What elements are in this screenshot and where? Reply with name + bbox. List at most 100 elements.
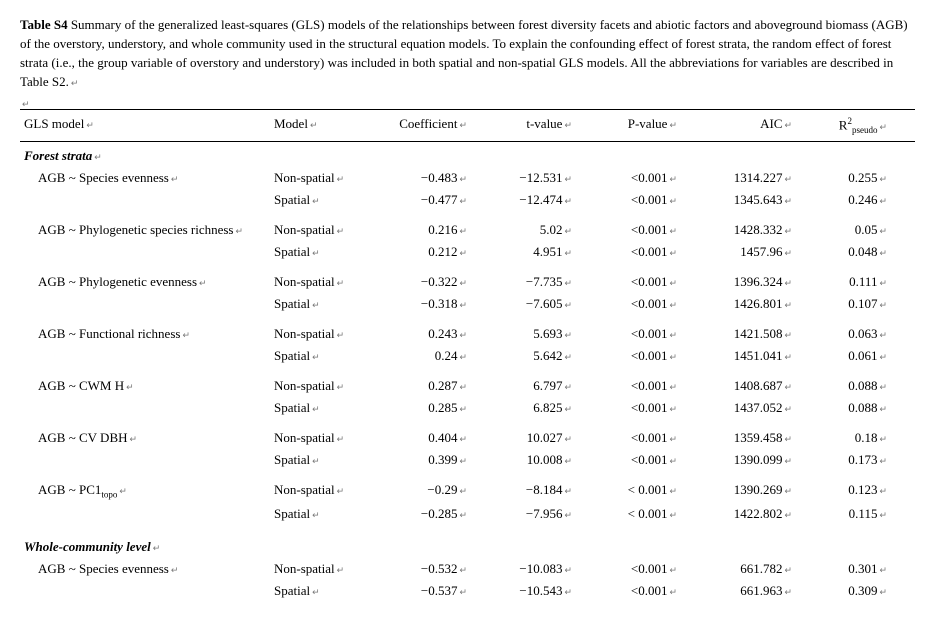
row-label: AGB ~ CWM H bbox=[20, 375, 270, 397]
section-header: Whole-community level bbox=[20, 533, 915, 558]
cell-p: <0.001 bbox=[600, 375, 705, 397]
cell-t: −7.605 bbox=[495, 293, 600, 315]
cell-model: Non-spatial bbox=[270, 167, 390, 189]
cell-coef: 0.216 bbox=[390, 219, 495, 241]
cell-aic: 1408.687 bbox=[705, 375, 810, 397]
cell-aic: 1457.96 bbox=[705, 241, 810, 263]
cell-r2: 0.048 bbox=[810, 241, 915, 263]
row-gap bbox=[20, 315, 915, 323]
cell-r2: 0.115 bbox=[810, 503, 915, 525]
cell-r2: 0.18 bbox=[810, 427, 915, 449]
cell-aic: 1390.269 bbox=[705, 479, 810, 503]
cell-p: <0.001 bbox=[600, 345, 705, 367]
cell-r2: 0.063 bbox=[810, 323, 915, 345]
cell-t: 5.693 bbox=[495, 323, 600, 345]
cell-r2: 0.309 bbox=[810, 580, 915, 602]
cell-model: Spatial bbox=[270, 293, 390, 315]
cell-coef: −0.537 bbox=[390, 580, 495, 602]
h-gls: GLS model bbox=[20, 110, 270, 142]
cell-coef: 0.24 bbox=[390, 345, 495, 367]
table-row: Spatial−0.537−10.543<0.001661.9630.309 bbox=[20, 580, 915, 602]
table-row: Spatial0.245.642<0.0011451.0410.061 bbox=[20, 345, 915, 367]
cell-coef: 0.243 bbox=[390, 323, 495, 345]
h-p: P-value bbox=[600, 110, 705, 142]
table-row: AGB ~ Phylogenetic evennessNon-spatial−0… bbox=[20, 271, 915, 293]
cell-r2: 0.088 bbox=[810, 375, 915, 397]
cell-coef: −0.477 bbox=[390, 189, 495, 211]
cell-aic: 661.782 bbox=[705, 558, 810, 580]
cell-aic: 661.963 bbox=[705, 580, 810, 602]
table-row: AGB ~ Species evennessNon-spatial−0.532−… bbox=[20, 558, 915, 580]
table-row: Spatial−0.318−7.605<0.0011426.8010.107 bbox=[20, 293, 915, 315]
cell-coef: 0.212 bbox=[390, 241, 495, 263]
cell-t: −8.184 bbox=[495, 479, 600, 503]
row-label: AGB ~ PC1topo bbox=[20, 479, 270, 503]
cell-aic: 1451.041 bbox=[705, 345, 810, 367]
row-label: AGB ~ Phylogenetic species richness bbox=[20, 219, 270, 241]
cell-aic: 1396.324 bbox=[705, 271, 810, 293]
table-row: Spatial−0.477−12.474<0.0011345.6430.246 bbox=[20, 189, 915, 211]
cell-t: 5.02 bbox=[495, 219, 600, 241]
cell-model: Non-spatial bbox=[270, 219, 390, 241]
cell-model: Non-spatial bbox=[270, 427, 390, 449]
cell-r2: 0.246 bbox=[810, 189, 915, 211]
section-header: Forest strata bbox=[20, 142, 915, 168]
row-gap bbox=[20, 211, 915, 219]
table-row: AGB ~ Functional richnessNon-spatial0.24… bbox=[20, 323, 915, 345]
table-row: AGB ~ CWM HNon-spatial0.2876.797<0.00114… bbox=[20, 375, 915, 397]
h-model: Model bbox=[270, 110, 390, 142]
cell-coef: −0.318 bbox=[390, 293, 495, 315]
cell-aic: 1390.099 bbox=[705, 449, 810, 471]
cell-r2: 0.255 bbox=[810, 167, 915, 189]
cell-model: Non-spatial bbox=[270, 271, 390, 293]
cell-p: <0.001 bbox=[600, 558, 705, 580]
cell-coef: 0.399 bbox=[390, 449, 495, 471]
cell-t: −12.474 bbox=[495, 189, 600, 211]
h-aic: AIC bbox=[705, 110, 810, 142]
cell-coef: 0.404 bbox=[390, 427, 495, 449]
cell-t: −7.956 bbox=[495, 503, 600, 525]
row-label: AGB ~ Species evenness bbox=[20, 167, 270, 189]
cell-r2: 0.173 bbox=[810, 449, 915, 471]
caption-text: Summary of the generalized least-squares… bbox=[20, 17, 908, 89]
gls-table: GLS model Model Coefficient t-value P-va… bbox=[20, 109, 915, 602]
caption-bold: Table S4 bbox=[20, 17, 68, 32]
cell-model: Spatial bbox=[270, 503, 390, 525]
cell-r2: 0.301 bbox=[810, 558, 915, 580]
table-row: AGB ~ CV DBHNon-spatial0.40410.027<0.001… bbox=[20, 427, 915, 449]
table-row: AGB ~ PC1topoNon-spatial−0.29−8.184< 0.0… bbox=[20, 479, 915, 503]
cell-p: <0.001 bbox=[600, 241, 705, 263]
cell-aic: 1428.332 bbox=[705, 219, 810, 241]
h-r2: R2pseudo bbox=[810, 110, 915, 142]
cell-model: Non-spatial bbox=[270, 375, 390, 397]
table-caption: Table S4 Summary of the generalized leas… bbox=[20, 16, 915, 91]
cell-t: 4.951 bbox=[495, 241, 600, 263]
row-gap bbox=[20, 367, 915, 375]
cell-coef: −0.29 bbox=[390, 479, 495, 503]
cell-coef: −0.483 bbox=[390, 167, 495, 189]
cell-r2: 0.111 bbox=[810, 271, 915, 293]
table-row: Spatial0.2856.825<0.0011437.0520.088 bbox=[20, 397, 915, 419]
table-row: AGB ~ Phylogenetic species richnessNon-s… bbox=[20, 219, 915, 241]
row-label: AGB ~ Functional richness bbox=[20, 323, 270, 345]
cell-coef: −0.532 bbox=[390, 558, 495, 580]
cell-p: <0.001 bbox=[600, 219, 705, 241]
cell-p: <0.001 bbox=[600, 449, 705, 471]
cell-p: <0.001 bbox=[600, 293, 705, 315]
cell-r2: 0.05 bbox=[810, 219, 915, 241]
row-gap bbox=[20, 263, 915, 271]
h-t: t-value bbox=[495, 110, 600, 142]
header-row: GLS model Model Coefficient t-value P-va… bbox=[20, 110, 915, 142]
cell-model: Spatial bbox=[270, 345, 390, 367]
cell-coef: 0.287 bbox=[390, 375, 495, 397]
cell-p: <0.001 bbox=[600, 580, 705, 602]
cell-t: 6.797 bbox=[495, 375, 600, 397]
cell-p: <0.001 bbox=[600, 427, 705, 449]
cell-coef: 0.285 bbox=[390, 397, 495, 419]
cell-model: Spatial bbox=[270, 241, 390, 263]
cell-model: Spatial bbox=[270, 397, 390, 419]
row-gap bbox=[20, 471, 915, 479]
cell-t: −10.083 bbox=[495, 558, 600, 580]
row-gap bbox=[20, 525, 915, 533]
cell-r2: 0.123 bbox=[810, 479, 915, 503]
